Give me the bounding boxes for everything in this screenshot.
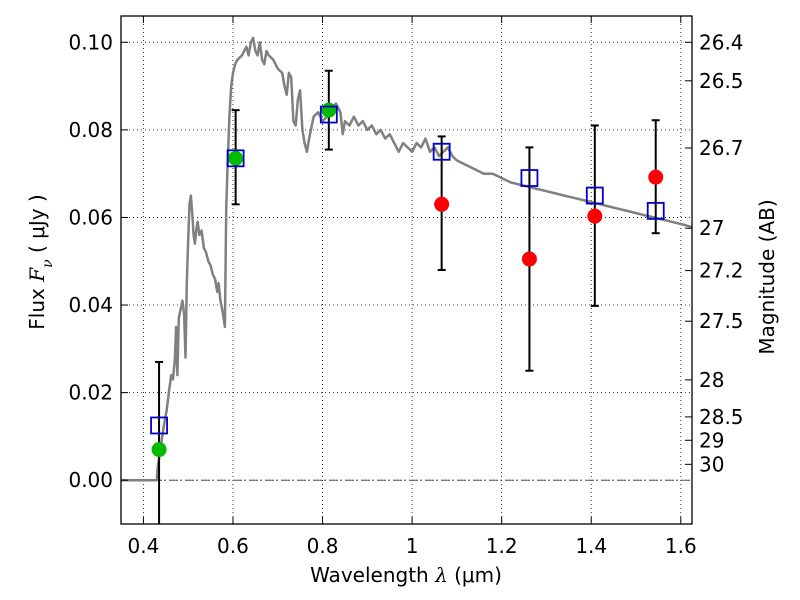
non-detection-point — [434, 196, 450, 212]
model-spectrum-line — [121, 36, 693, 482]
y2-tick-label: 26.4 — [699, 30, 744, 54]
model-photometry-square — [585, 186, 604, 205]
y2-tick-label: 29 — [699, 428, 724, 452]
y-tick-label: 0.02 — [68, 381, 113, 405]
non-detection-point — [521, 251, 537, 267]
x-tick-label: 0.6 — [217, 534, 249, 558]
y2-tick-label: 30 — [699, 452, 724, 476]
model-photometry-square — [319, 105, 338, 124]
model-photometry-square — [150, 416, 168, 435]
y2-tick-label: 27.5 — [699, 309, 744, 333]
detection-points — [151, 102, 664, 458]
x-tick-label: 0.4 — [127, 534, 159, 558]
model-photometry-square — [646, 201, 665, 220]
model-photometry-square — [432, 142, 451, 161]
y2-tick-label: 26.7 — [699, 136, 744, 160]
y2-axis-label: Magnitude (AB) — [755, 199, 779, 354]
non-detection-point — [587, 208, 603, 224]
error-bars — [155, 69, 660, 524]
grid — [121, 16, 692, 524]
y2-tick-label: 27.2 — [699, 259, 744, 283]
y-tick-label: 0.00 — [68, 468, 113, 492]
model-photometry-points — [150, 105, 665, 435]
x-tick-label: 0.8 — [307, 534, 339, 558]
y2-tick-label: 28.5 — [699, 405, 744, 429]
x-tick-label: 1.4 — [575, 534, 607, 558]
ticks: 0.4 0.6 0.8 1 1.2 1.4 1.6 0.00 0.02 0.04 0.06 0.08 0… — [68, 16, 744, 558]
model-spectrum — [121, 36, 693, 482]
detection-point — [151, 442, 167, 458]
detection-point — [228, 150, 244, 166]
y-axis-label: Flux Fν ( μJy ) — [25, 194, 56, 329]
model-photometry-square — [226, 149, 245, 168]
x-tick-label: 1.2 — [486, 534, 518, 558]
y-tick-label: 0.08 — [68, 118, 113, 142]
plot-frame — [120, 15, 693, 525]
y2-tick-label: 27 — [699, 216, 724, 240]
y-tick-label: 0.10 — [68, 30, 113, 54]
y2-tick-label: 28 — [699, 368, 724, 392]
x-axis-label: Wavelength λ (μm) — [310, 563, 502, 587]
non-detection-point — [648, 169, 664, 185]
x-tick-label: 1 — [406, 534, 419, 558]
detection-point — [321, 102, 337, 118]
x-tick-label: 1.6 — [665, 534, 697, 558]
y-tick-label: 0.06 — [68, 205, 113, 229]
model-photometry-square — [520, 169, 539, 187]
y-tick-label: 0.04 — [68, 293, 113, 317]
y2-tick-label: 26.5 — [699, 69, 744, 93]
